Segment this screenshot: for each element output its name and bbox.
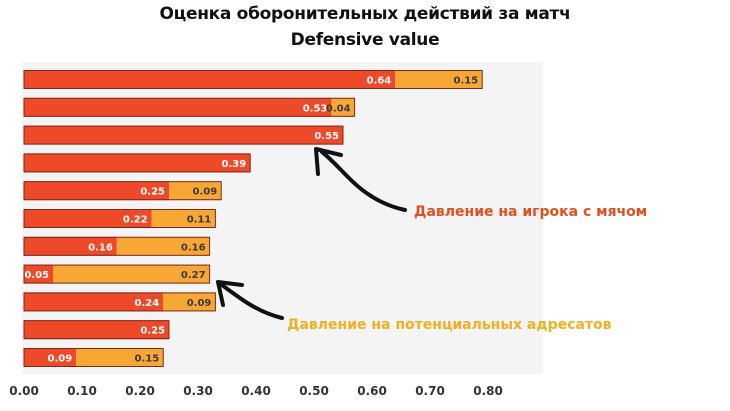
bar-segment-a [24,264,53,284]
bar-segment-b [116,236,210,256]
bar-segment-a [24,70,396,89]
bar-segment-a [24,236,117,256]
arrow-ball-carrier [320,150,407,212]
bar-segment-a [24,320,169,340]
x-tick-label: 0.80 [473,384,503,398]
bar-segment-b [331,97,355,117]
bar-segment-a [24,181,169,201]
bar-segment-b [151,209,216,228]
bar-label-a: 0.53 [303,103,328,114]
bar-label-a: 0.22 [123,215,148,226]
bar-label-b: 0.09 [193,187,218,198]
bar-segment-b [169,181,222,201]
bar-label-a: 0.24 [135,298,160,309]
arrow-receivers [220,283,284,320]
x-tick-label: 0.70 [415,384,445,398]
chart-subtitle: Defensive value [290,30,440,50]
x-tick-label: 0.10 [67,384,97,398]
x-tick-label: 0.40 [241,384,271,398]
bar-outline [23,264,211,284]
bar-segment-b [76,348,164,367]
bar-label-b: 0.27 [181,270,206,281]
bar-label-b: 0.04 [326,103,351,114]
bar-outline [23,292,216,312]
annotation-arrows [216,147,407,320]
x-tick-label: 0.20 [125,384,155,398]
bar-segment-b [395,70,483,89]
bars-group: 0.64 0.15 0.530.04 0.55 0.39 0.25 0.09 0.22 0.11… [23,70,483,367]
bar-label-a: 0.25 [140,187,165,198]
bar-segment-a [24,209,152,228]
x-tick-label: 0.60 [357,384,387,398]
bar-outline [23,209,216,228]
bar-outline [23,236,211,256]
bar-outline [23,97,356,117]
bar-outline [23,70,483,89]
bar-label-b: 0.11 [187,215,212,226]
x-tick-label: 0.00 [9,384,39,398]
bar-label-a: 0.39 [222,159,247,170]
bar-segment-b [163,292,216,312]
bar-label-b: 0.15 [454,76,479,87]
bar-segment-a [24,292,164,312]
arrowhead-ball-carrier [314,147,343,176]
bar-label-a: 0.25 [140,326,165,337]
annotation-ball-carrier: Давление на игрока с мячом [414,204,648,220]
bar-label-a: 0.64 [367,76,392,87]
bar-outline [23,320,170,340]
bar-segment-a [24,348,77,367]
bar-segment-a [24,153,251,173]
x-tick-label: 0.30 [183,384,213,398]
bar-label-a: 0.55 [314,131,339,142]
bar-label-b: 0.09 [187,298,212,309]
x-tick-label: 0.50 [299,384,329,398]
bar-segment-a [24,125,343,145]
bar-outline [23,348,164,367]
chart-title: Оценка оборонительных действий за матч [159,4,571,24]
bar-outline [23,153,251,173]
bar-label-a: 0.09 [48,354,73,365]
bar-segment-b [53,264,210,284]
bar-label-b: 0.16 [181,242,206,253]
bar-segment-a [24,97,332,117]
bar-label-a: 0.16 [88,242,113,253]
annotation-receivers: Давление на потенциальных адресатов [287,317,612,333]
bar-outline [23,125,344,145]
x-axis-ticks: 0.00 0.10 0.20 0.30 0.40 0.50 0.60 0.70 0.80 [9,384,503,398]
bar-outline [23,181,222,201]
arrowhead-receivers [216,280,244,307]
bar-label-a: 0.05 [24,270,49,281]
bar-label-b: 0.15 [135,354,160,365]
